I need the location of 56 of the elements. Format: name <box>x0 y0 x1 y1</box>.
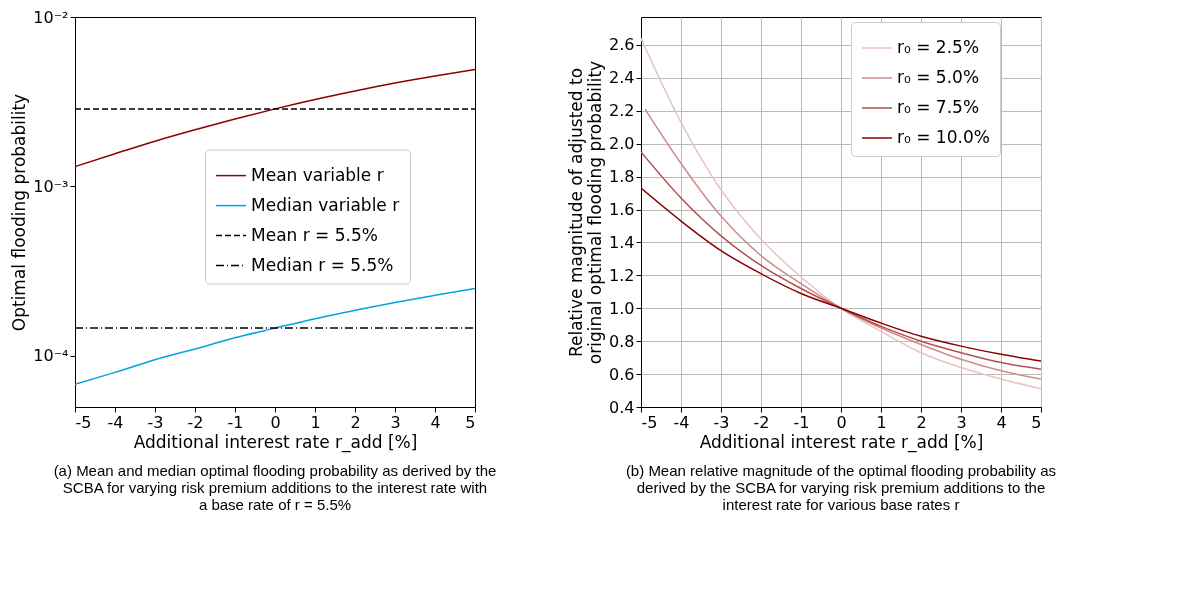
y-tick-label: 2.2 <box>609 101 635 121</box>
x-tick-label: 1 <box>310 412 321 432</box>
y-tick-label: 1.4 <box>609 232 635 252</box>
line-series <box>75 287 475 386</box>
x-axis-title: Additional interest rate r_add [%] <box>133 431 418 453</box>
y-tick-label: 2.6 <box>609 35 635 55</box>
x-tick-label: 4 <box>430 412 441 432</box>
y-tick-label: 0.4 <box>609 397 635 417</box>
line-series <box>641 151 1041 370</box>
x-tick-label: -1 <box>793 412 810 432</box>
line-series <box>641 187 1041 362</box>
text: (b) Mean relative magnitude of the optimal flooding probability as derived by the SCBA for varying risk premium additions to the interest rate for various base rates r <box>625 462 1057 513</box>
x-tick-label: -2 <box>187 412 204 432</box>
line-series <box>75 68 475 168</box>
x-axis-title: Additional interest rate r_add [%] <box>699 431 984 453</box>
y-tick-label: 10⁻² <box>33 7 69 27</box>
y-tick-label: 0.6 <box>609 364 635 384</box>
x-tick-label: -4 <box>673 412 690 432</box>
y-tick-label: 10⁻⁴ <box>33 346 69 366</box>
y-axis-title: Optimal flooding probability <box>9 93 30 332</box>
y-tick-label: 1.2 <box>609 265 635 285</box>
legend-label: r₀ = 2.5% <box>897 37 980 57</box>
y-axis-title: Relative magnitude of adjusted to original optimal flooding probability <box>566 60 606 365</box>
x-tick-label: -2 <box>753 412 770 432</box>
y-tick-label: 2.0 <box>609 134 635 154</box>
x-tick-label: -1 <box>227 412 244 432</box>
x-tick-label: -5 <box>641 412 658 432</box>
y-tick-label: 1.8 <box>609 167 635 187</box>
legend-label: r₀ = 5.0% <box>897 67 980 87</box>
x-tick-label: 0 <box>836 412 847 432</box>
y-tick-label: 1.0 <box>609 298 635 318</box>
legend-label: r₀ = 7.5% <box>897 97 980 117</box>
x-tick-label: 4 <box>996 412 1007 432</box>
y-tick-label: 2.4 <box>609 68 635 88</box>
legend-label: r₀ = 10.0% <box>897 127 990 147</box>
x-tick-label: 3 <box>956 412 967 432</box>
legend-label: Median variable r <box>251 194 400 215</box>
x-tick-label: 2 <box>350 412 361 432</box>
x-tick-label: 1 <box>876 412 887 432</box>
y-tick-label: 1.6 <box>609 200 635 220</box>
x-tick-label: 0 <box>270 412 281 432</box>
x-tick-label: 2 <box>916 412 927 432</box>
text: (a) Mean and median optimal flooding probability as derived by the SCBA for varying risk premium additions to the interest rate with a base rate of r = 5.5% <box>53 462 497 513</box>
line-series <box>641 37 1041 390</box>
x-tick-label: -3 <box>713 412 730 432</box>
legend-label: Mean variable r <box>251 164 384 185</box>
x-tick-label: -3 <box>147 412 164 432</box>
y-tick-label: 0.8 <box>609 331 635 351</box>
x-tick-label: 3 <box>390 412 401 432</box>
x-tick-label: 5 <box>1031 412 1042 432</box>
legend-label: Mean r = 5.5% <box>251 224 378 245</box>
x-tick-label: 5 <box>465 412 476 432</box>
x-tick-label: -4 <box>107 412 124 432</box>
y-tick-label: 10⁻³ <box>33 176 69 196</box>
legend-label: Median r = 5.5% <box>251 254 394 275</box>
x-tick-label: -5 <box>75 412 92 432</box>
